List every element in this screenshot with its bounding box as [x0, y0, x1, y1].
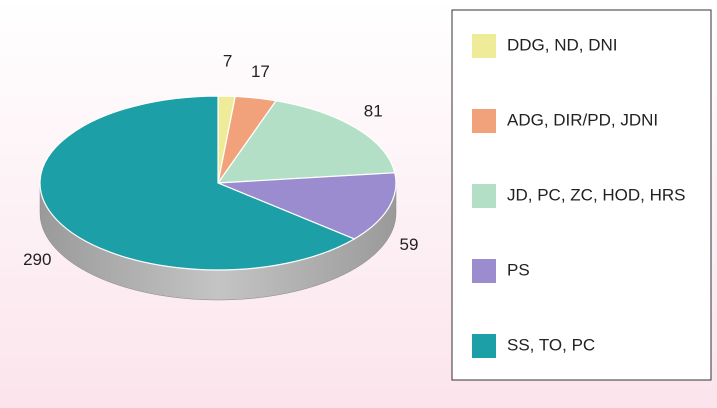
pie-slice — [39, 95, 356, 271]
legend-swatch — [472, 334, 496, 358]
legend-label: DDG, ND, DNI — [507, 35, 618, 54]
legend-swatch — [472, 259, 496, 283]
data-label: 7 — [223, 52, 232, 71]
pie-slice — [217, 172, 397, 240]
legend-swatch — [472, 184, 496, 208]
pie-slice — [216, 100, 396, 184]
legend-label: SS, TO, PC — [507, 335, 595, 354]
legend-swatch — [472, 109, 496, 133]
legend-label: JD, PC, ZC, HOD, HRS — [507, 185, 686, 204]
data-label: 59 — [400, 235, 419, 254]
legend-swatch — [472, 34, 496, 58]
legend-label: PS — [507, 260, 530, 279]
data-label: 17 — [251, 62, 270, 81]
data-label: 81 — [364, 102, 383, 121]
legend-label: ADG, DIR/PD, JDNI — [507, 110, 658, 129]
data-label: 290 — [23, 250, 51, 269]
